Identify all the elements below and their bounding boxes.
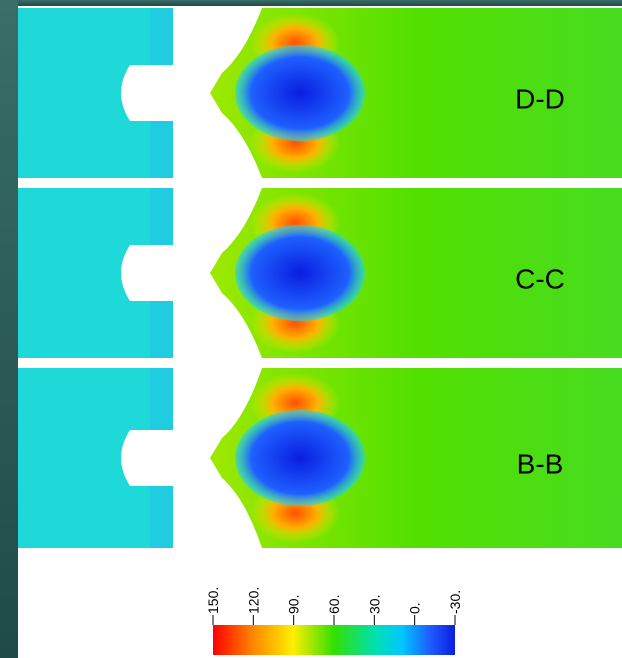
section-label: D-D: [515, 83, 565, 114]
tick-label: 150.: [205, 587, 221, 614]
background: [0, 0, 18, 658]
tick-label: 0.: [407, 602, 423, 614]
tick-label: 90.: [286, 595, 302, 614]
core: [235, 225, 365, 321]
nozzle: [121, 245, 173, 301]
panel: D-D: [18, 8, 622, 178]
tick-label: 60.: [326, 595, 342, 614]
colorbar: [213, 625, 455, 655]
core: [235, 45, 365, 141]
nozzle: [121, 65, 173, 121]
figure: D-D C-C B-B 150. 120. 90. 60. 30. 0. -30.: [0, 0, 622, 658]
panel: B-B: [18, 368, 622, 548]
tick-label: -30.: [447, 590, 463, 614]
core: [235, 410, 365, 506]
panel: C-C: [18, 188, 622, 358]
background: [0, 0, 622, 6]
colorbar-ticks: 150. 120. 90. 60. 30. 0. -30.: [205, 587, 463, 625]
tick-label: 30.: [366, 595, 382, 614]
section-label: C-C: [515, 263, 565, 294]
tick-label: 120.: [245, 587, 261, 614]
panels: D-D C-C B-B: [18, 8, 622, 548]
nozzle: [121, 430, 173, 486]
section-label: B-B: [517, 448, 564, 479]
